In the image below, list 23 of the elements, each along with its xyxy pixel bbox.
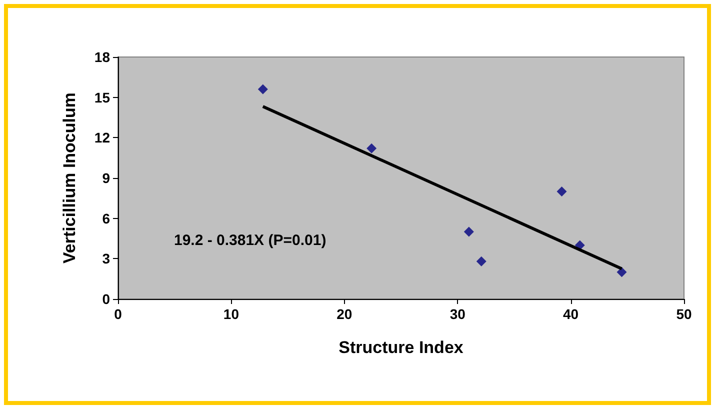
point — [616, 267, 627, 278]
y-tick-label: 15 — [94, 89, 110, 106]
point — [258, 84, 268, 94]
point — [574, 240, 585, 250]
annotation: 19.2 - 0.381X (P=0.01) — [174, 232, 326, 249]
point — [464, 226, 474, 237]
y-tick-label: 18 — [94, 49, 110, 65]
y-tick-label: 9 — [102, 170, 110, 186]
x-axis-title: Structure Index — [338, 338, 464, 357]
x-tick-label: 30 — [450, 306, 466, 322]
x-tick-label: 40 — [563, 306, 579, 322]
point — [366, 143, 377, 154]
y-tick-label: 3 — [102, 250, 110, 267]
point — [476, 256, 486, 266]
x-tick-label: 50 — [676, 306, 692, 322]
y-tick-label: 12 — [94, 130, 110, 146]
y-axis-title: Verticillium Inoculum — [60, 92, 79, 264]
x-tick-label: 10 — [223, 306, 240, 322]
x-tick-label: 20 — [336, 306, 352, 322]
x-tick-label: 0 — [114, 306, 122, 322]
y-tick-label: 6 — [102, 210, 110, 226]
y-tick-label: 0 — [102, 291, 110, 307]
point — [556, 186, 567, 196]
